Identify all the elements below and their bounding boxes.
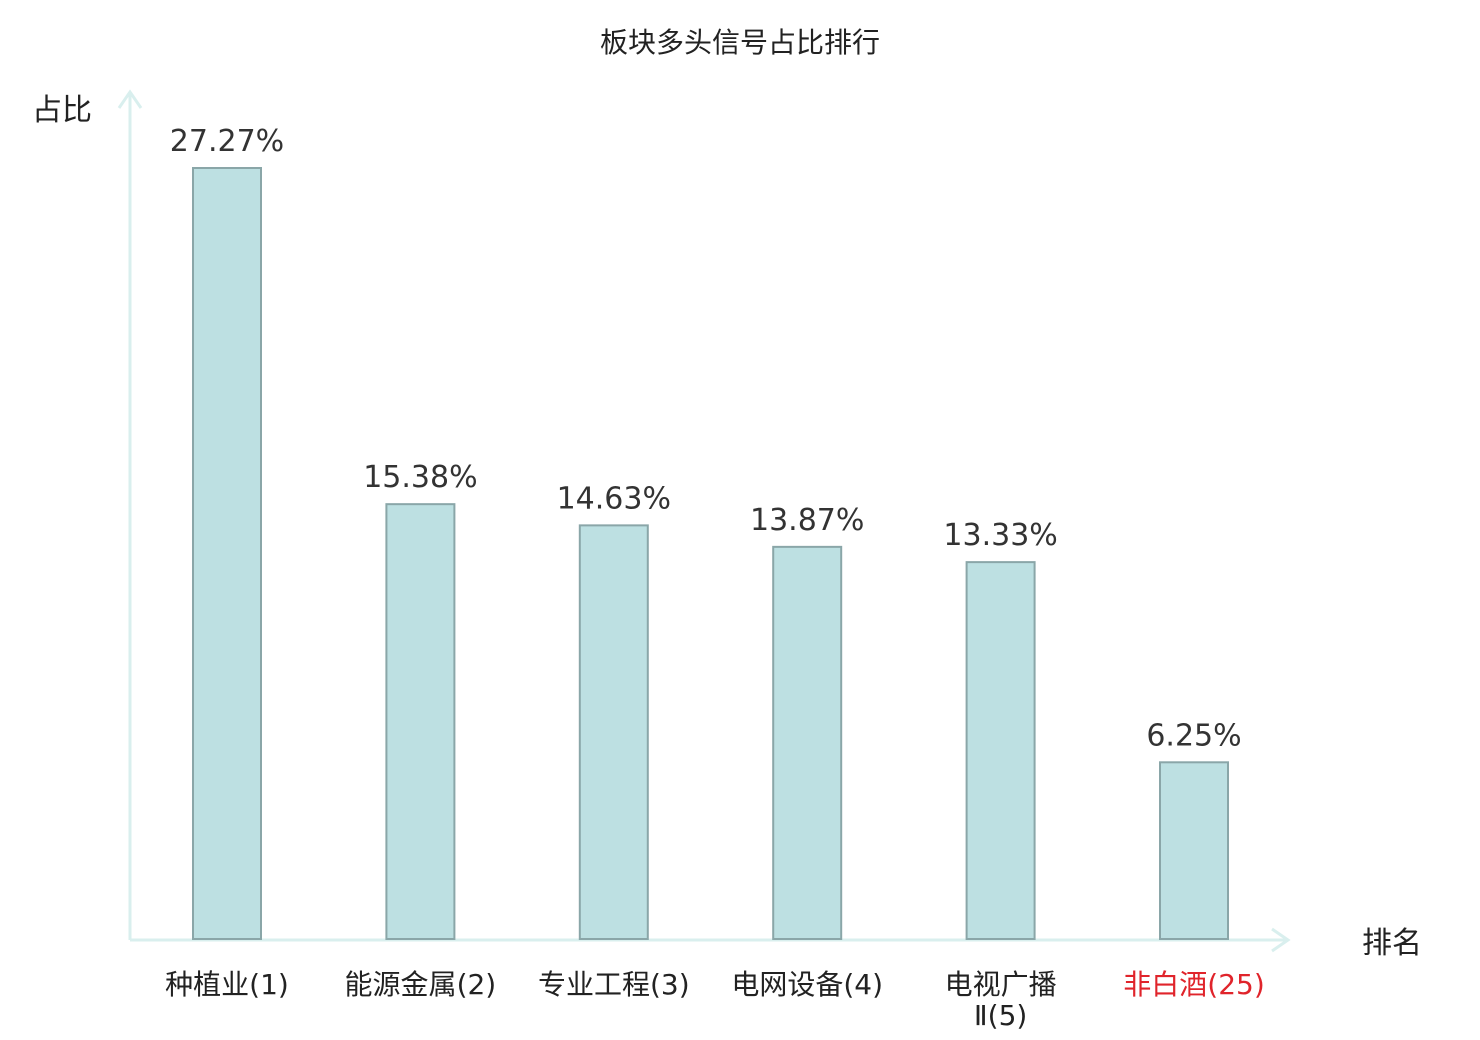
chart-title: 板块多头信号占比排行 [600, 26, 880, 59]
x-tick-name: 种植业 [165, 968, 249, 1001]
bar [578, 524, 649, 940]
bar [965, 561, 1036, 941]
data-label: 15.38% [363, 460, 477, 495]
data-label: 14.63% [557, 481, 671, 516]
x-axis-label: 排名 [1362, 926, 1422, 961]
x-tick-rank: (2) [457, 968, 497, 1001]
x-tick-rank: (25) [1207, 968, 1264, 1001]
x-axis [130, 927, 1291, 953]
bar [1159, 761, 1229, 940]
data-label: 6.25% [1146, 718, 1241, 753]
x-tick-label: 非白酒(25) [1123, 968, 1265, 1001]
data-label: 13.87% [750, 503, 864, 538]
x-tick-label: 专业工程(3) [538, 968, 690, 1001]
value-labels: 27.27% 15.38% 14.63% 13.87% 13.33% 6.25% [170, 124, 1242, 753]
x-tick-label: 种植业(1) [165, 968, 289, 1001]
x-tick-rank: (4) [843, 968, 883, 1001]
x-tick-name: 电网设备 [731, 968, 843, 1001]
x-tick-rank: (3) [650, 968, 690, 1001]
bars [192, 167, 1229, 941]
bar [385, 503, 456, 940]
category-labels: 种植业(1) 能源金属(2) 专业工程(3) 电网设备(4) 电视广播Ⅱ(5)非白酒(2… [165, 968, 1265, 1032]
y-axis-label: 占比 [32, 93, 92, 128]
data-label: 13.33% [943, 518, 1057, 553]
x-tick-label: 能源金属(2) [345, 968, 497, 1001]
bar [192, 167, 262, 940]
y-axis [117, 89, 143, 940]
bar [772, 545, 843, 940]
x-tick-name: 非白酒 [1123, 968, 1207, 1001]
x-tick-label: 电网设备(4) [731, 968, 883, 1001]
x-tick-label-suffix: Ⅱ [974, 999, 988, 1032]
x-tick-label-line2: Ⅱ(5) [974, 999, 1027, 1032]
x-tick-rank: (1) [249, 968, 289, 1001]
x-tick-rank: (5) [988, 999, 1028, 1032]
data-label: 27.27% [170, 124, 284, 159]
x-tick-label: 电视广播 [945, 968, 1057, 1001]
x-tick-name: 能源金属 [345, 968, 457, 1001]
x-tick-name: 专业工程 [538, 968, 650, 1001]
